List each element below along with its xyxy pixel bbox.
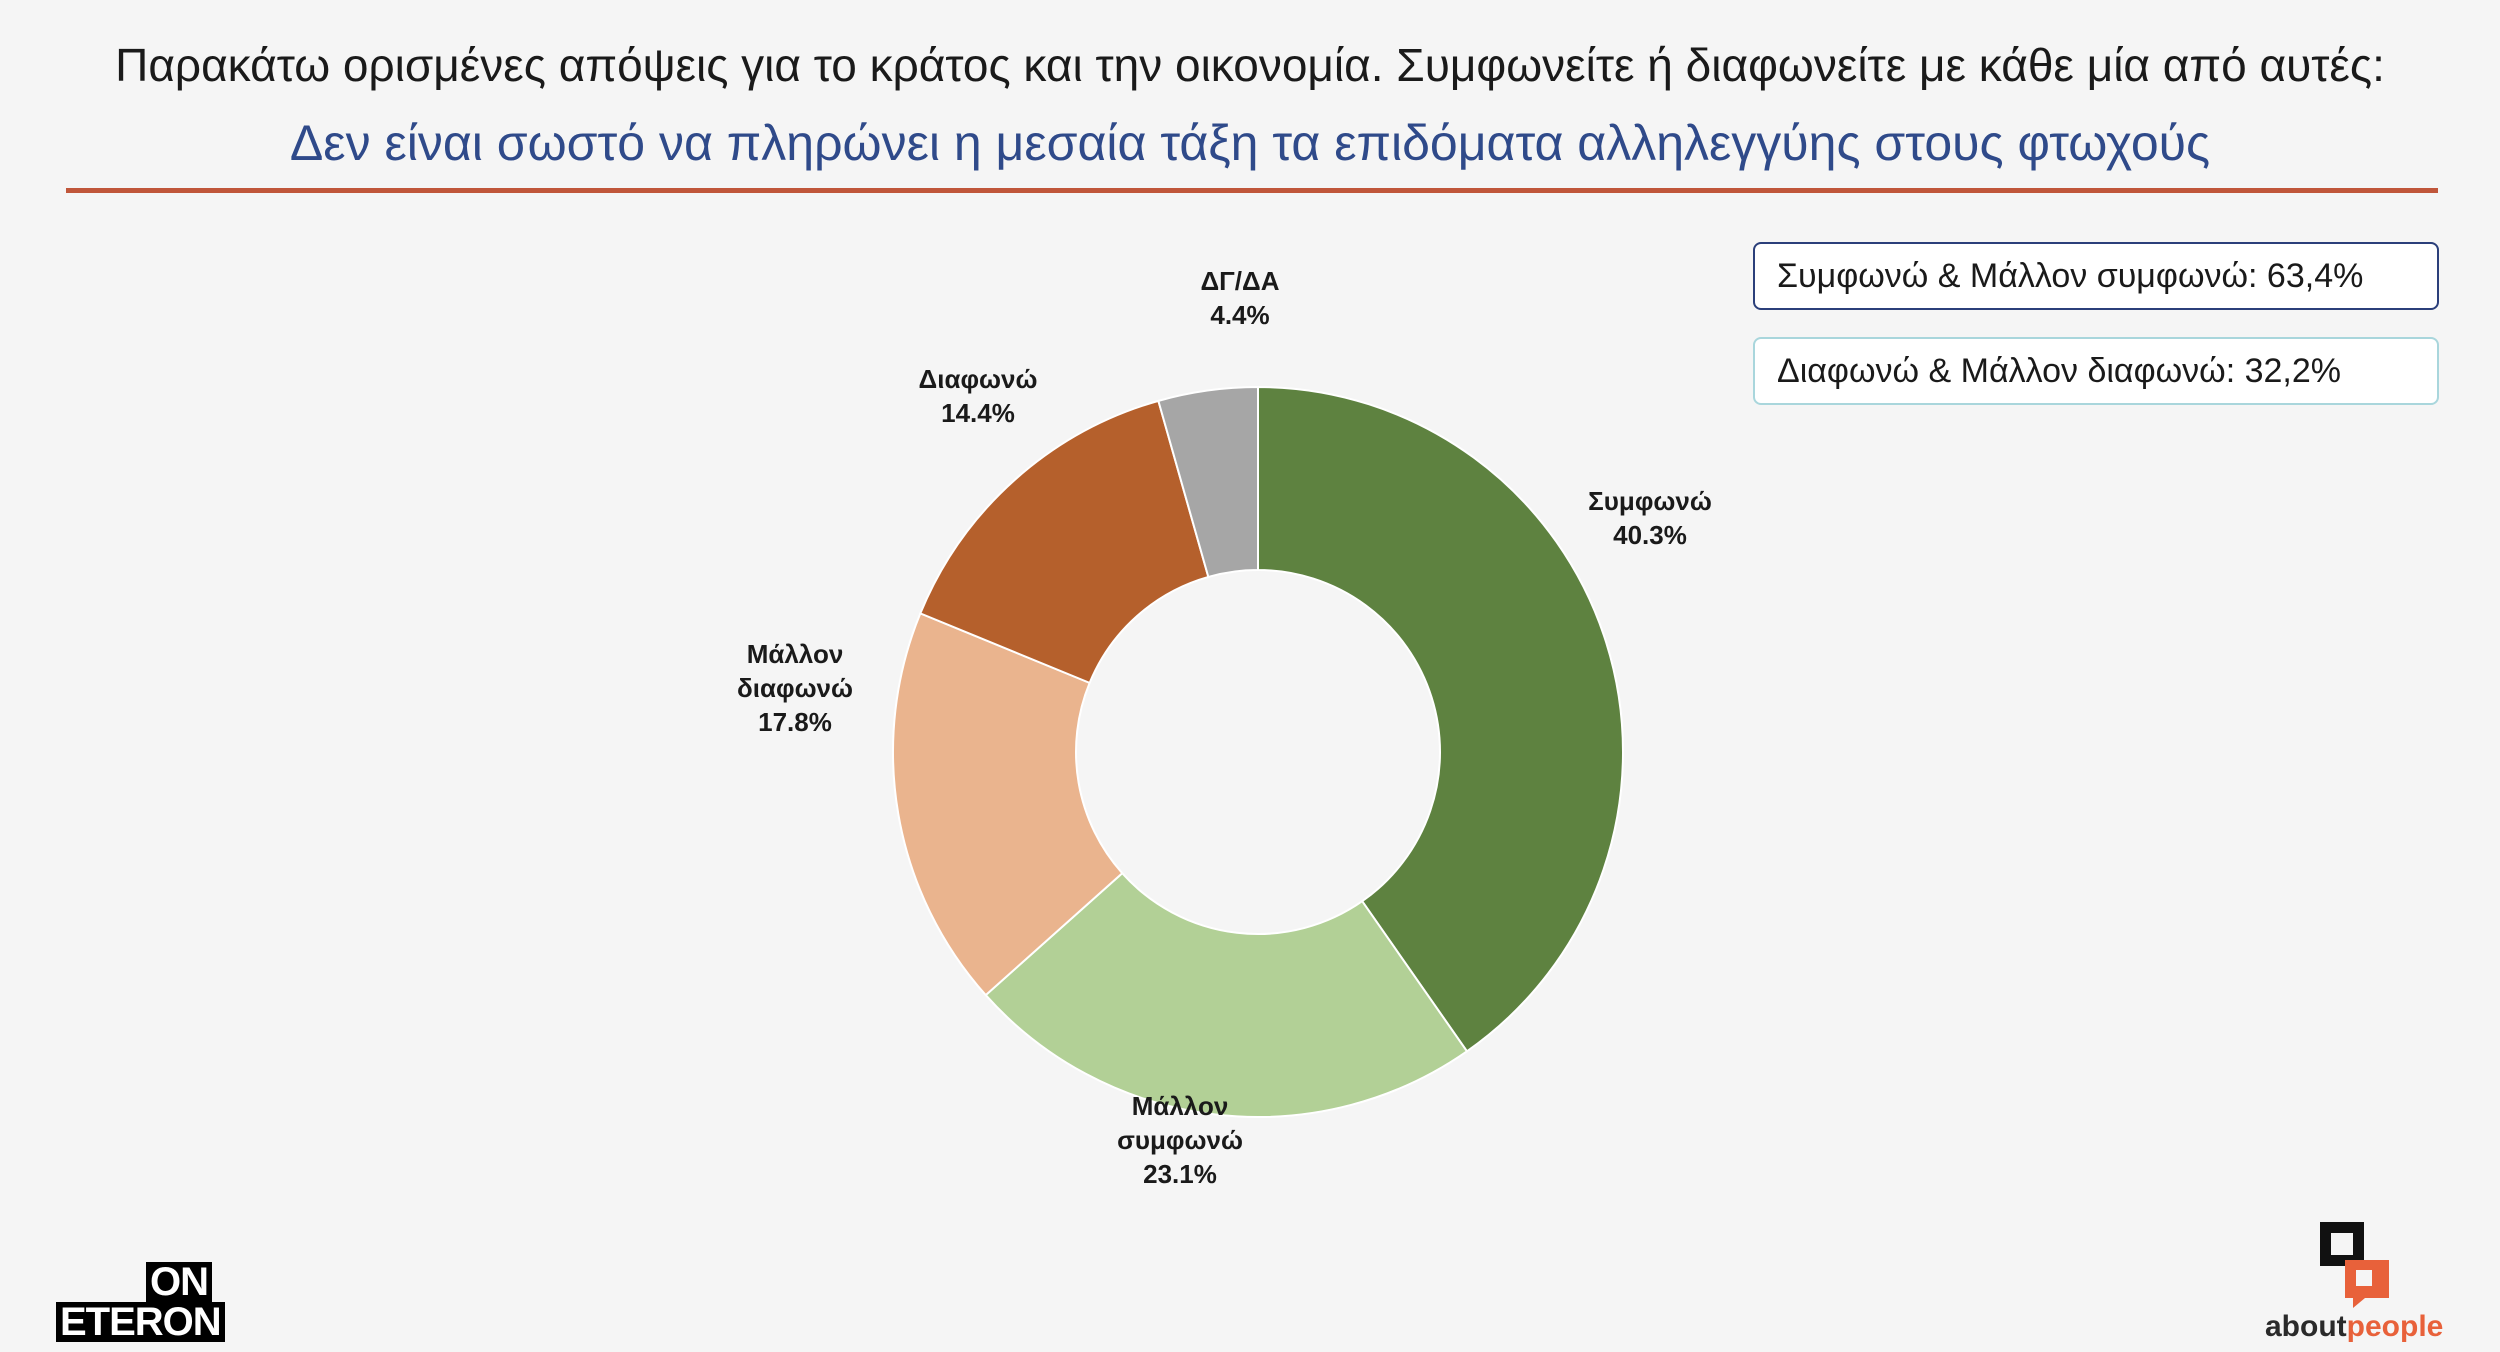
disagree-summary-box: Διαφωνώ & Μάλλον διαφωνώ: 32,2% [1753, 337, 2439, 405]
aboutpeople-mark-icon [2320, 1222, 2389, 1308]
slice-rather-disagree [892, 612, 1124, 997]
value-label-rather-disagree: 17.8% [758, 707, 832, 737]
category-label-rather-disagree: Μάλλον [747, 639, 844, 669]
agree-summary-text: Συμφωνώ & Μάλλον συμφωνώ: 63,4% [1777, 256, 2364, 295]
aboutpeople-logo: aboutpeople [2265, 1200, 2465, 1350]
category-label-disagree: Διαφωνώ [919, 364, 1038, 394]
logo-eteron-text: ETERON [56, 1302, 225, 1342]
divider-rule [66, 188, 2438, 193]
value-label-agree: 40.3% [1613, 520, 1687, 550]
value-label-dk-na: 4.4% [1210, 300, 1269, 330]
category-label-dk-na: ΔΓ/ΔΑ [1200, 266, 1279, 296]
category-label-rather-disagree: διαφωνώ [737, 673, 853, 703]
slice-disagree [919, 399, 1210, 685]
donut-labels: Συμφωνώ 40.3% Μάλλον συμφωνώ 23.1% Μάλλον διαφ… [737, 266, 1712, 1189]
category-label-rather-agree: συμφωνώ [1117, 1125, 1243, 1155]
donut-slices [892, 385, 1624, 1118]
category-label-rather-agree: Μάλλον [1132, 1091, 1229, 1121]
chart-title: Παρακάτω ορισμένες απόψεις για το κράτος… [115, 39, 2385, 91]
slice-dk-na [1157, 385, 1259, 579]
disagree-summary-text: Διαφωνώ & Μάλλον διαφωνώ: 32,2% [1777, 351, 2342, 390]
slice-rather-agree [984, 871, 1469, 1118]
category-label-agree: Συμφωνώ [1588, 486, 1712, 516]
chart-subtitle: Δεν είναι σωστό να πληρώνει η μεσαία τάξ… [289, 115, 2211, 171]
slice-agree [1257, 385, 1624, 1053]
agree-summary-box: Συμφωνώ & Μάλλον συμφωνώ: 63,4% [1753, 242, 2439, 310]
value-label-disagree: 14.4% [941, 398, 1015, 428]
aboutpeople-text: aboutpeople [2265, 1310, 2444, 1343]
value-label-rather-agree: 23.1% [1143, 1159, 1217, 1189]
logo-on-text: ON [146, 1262, 212, 1302]
